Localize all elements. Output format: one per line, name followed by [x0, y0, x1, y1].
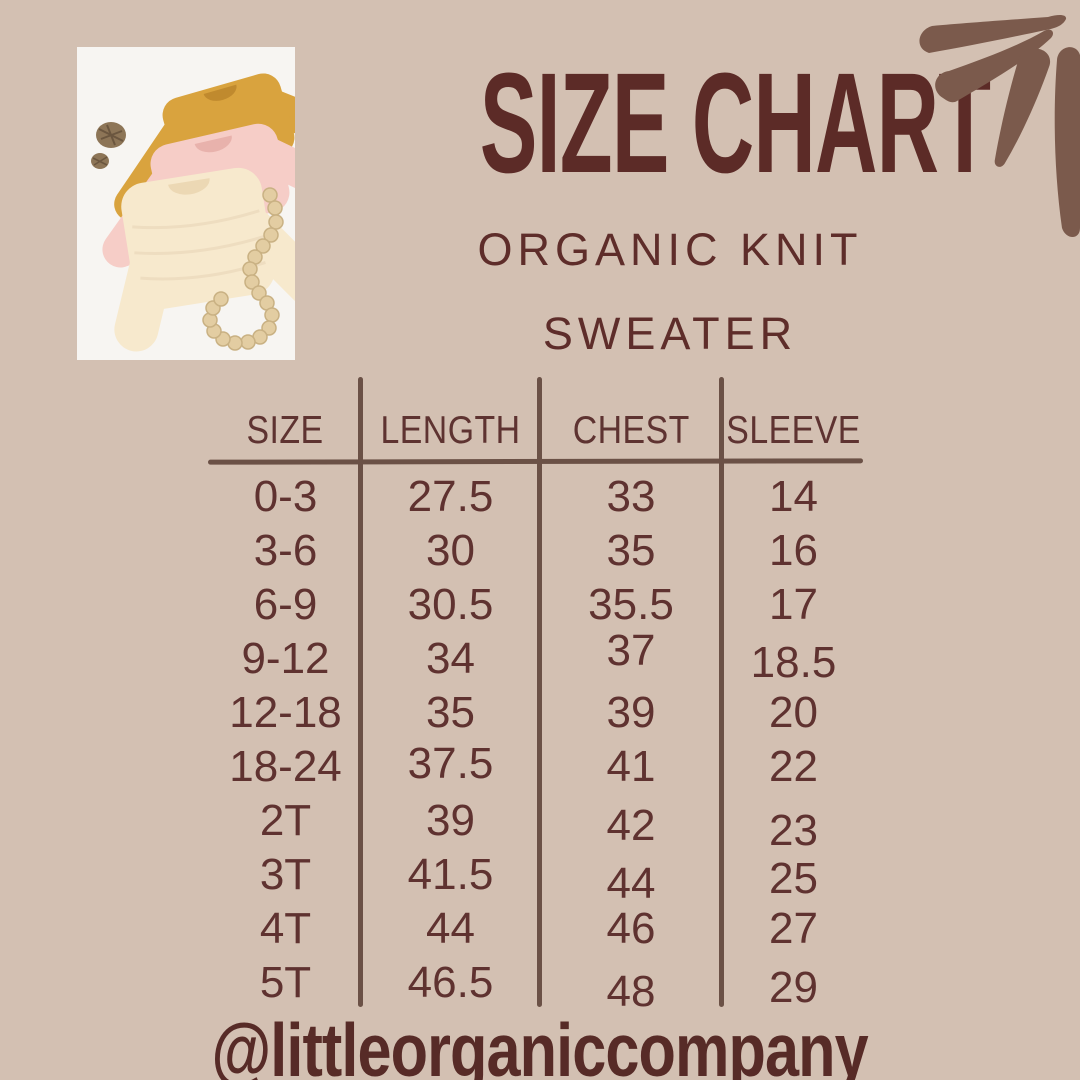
cell-chest: 46 [606, 904, 656, 953]
bead-garland-icon [202, 187, 284, 351]
cell-chest: 39 [606, 688, 656, 737]
col-header-chest: CHEST [572, 407, 690, 452]
cell-sleeve: 23 [769, 806, 818, 855]
cream-sweater [114, 167, 295, 352]
cell-length: 34 [426, 634, 475, 683]
title-block: SIZE CHART [416, 40, 991, 203]
cell-length: 30 [426, 526, 475, 575]
cell-chest: 42 [606, 801, 656, 850]
product-photo [77, 47, 295, 360]
pinecone-icon [91, 122, 126, 169]
cell-size: 12-18 [229, 688, 342, 737]
cell-length: 35 [426, 688, 475, 737]
cell-length: 39 [426, 796, 475, 845]
cell-size: 4T [259, 904, 312, 953]
cell-sleeve: 17 [769, 580, 818, 629]
cell-sleeve: 16 [769, 526, 818, 575]
size-table: SIZE LENGTH CHEST SLEEVE 0-3 27.5 33 14 … [207, 377, 865, 1016]
table-divider-vertical [537, 377, 542, 1007]
cell-length: 30.5 [407, 580, 494, 629]
cell-size: 3T [259, 850, 312, 899]
cell-chest: 48 [606, 967, 656, 1016]
cell-length: 44 [426, 904, 475, 953]
cell-length: 46.5 [407, 958, 494, 1007]
footer: @littleorganiccompany [0, 1008, 1080, 1080]
cell-chest: 37 [606, 626, 656, 675]
cell-size: 2T [259, 796, 312, 845]
cell-sleeve: 20 [769, 688, 818, 737]
cell-length: 41.5 [407, 850, 494, 899]
cell-length: 27.5 [407, 472, 494, 521]
cell-sleeve: 14 [769, 472, 818, 521]
cell-size: 5T [259, 958, 312, 1007]
cell-chest: 44 [606, 859, 656, 908]
cell-sleeve: 22 [769, 742, 818, 791]
cell-size: 0-3 [253, 472, 318, 521]
cell-size: 9-12 [241, 634, 330, 683]
cell-sleeve: 18.5 [750, 638, 837, 687]
cell-length: 37.5 [407, 739, 494, 788]
cell-chest: 35.5 [588, 580, 674, 629]
cell-size: 3-6 [253, 526, 318, 575]
page-title: SIZE CHART [479, 42, 991, 203]
product-subtitle: ORGANIC KNIT SWEATER [430, 208, 910, 376]
cell-chest: 33 [606, 472, 656, 521]
table-divider-vertical [358, 377, 363, 1007]
col-header-length: LENGTH [380, 407, 521, 452]
sun-rays-icon [919, 14, 1080, 238]
col-header-sleeve: SLEEVE [726, 407, 861, 452]
cell-sleeve: 27 [769, 904, 818, 953]
cell-chest: 41 [606, 742, 656, 791]
cell-size: 18-24 [229, 742, 342, 791]
subtitle-line-2: SWEATER [542, 308, 798, 359]
cell-sleeve: 29 [769, 963, 818, 1012]
col-header-size: SIZE [246, 407, 325, 452]
table-divider-vertical [719, 377, 724, 1007]
cell-sleeve: 25 [769, 854, 818, 903]
cell-size: 6-9 [253, 580, 318, 629]
cell-chest: 35 [606, 526, 656, 575]
sweaters-photo-illustration [77, 47, 295, 360]
subtitle-line-1: ORGANIC KNIT [477, 224, 863, 275]
social-handle: @littleorganiccompany [211, 1009, 869, 1080]
table-grid: SIZE LENGTH CHEST SLEEVE 0-3 27.5 33 14 … [210, 390, 865, 1016]
